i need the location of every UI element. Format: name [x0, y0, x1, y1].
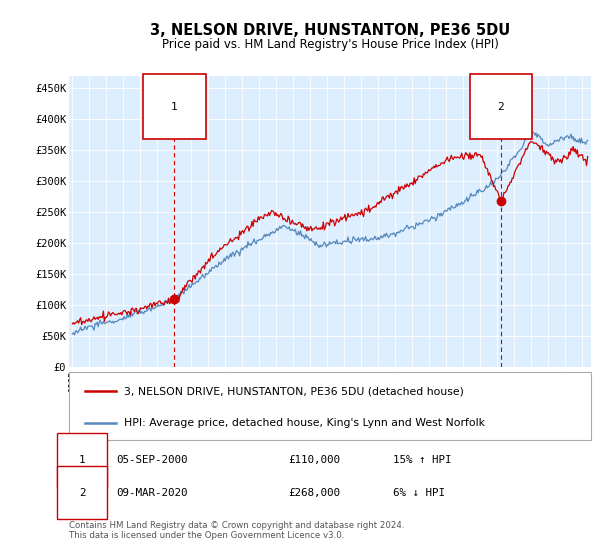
Text: 05-SEP-2000: 05-SEP-2000	[116, 455, 187, 465]
Text: 6% ↓ HPI: 6% ↓ HPI	[392, 488, 445, 498]
Text: 1: 1	[171, 101, 178, 111]
Text: 1: 1	[79, 455, 85, 465]
Text: Price paid vs. HM Land Registry's House Price Index (HPI): Price paid vs. HM Land Registry's House …	[161, 38, 499, 52]
Text: 09-MAR-2020: 09-MAR-2020	[116, 488, 187, 498]
Text: 3, NELSON DRIVE, HUNSTANTON, PE36 5DU: 3, NELSON DRIVE, HUNSTANTON, PE36 5DU	[150, 24, 510, 38]
Text: £268,000: £268,000	[288, 488, 340, 498]
Text: 3, NELSON DRIVE, HUNSTANTON, PE36 5DU (detached house): 3, NELSON DRIVE, HUNSTANTON, PE36 5DU (d…	[124, 386, 464, 396]
Text: £110,000: £110,000	[288, 455, 340, 465]
Text: Contains HM Land Registry data © Crown copyright and database right 2024.
This d: Contains HM Land Registry data © Crown c…	[69, 521, 404, 540]
Text: 2: 2	[79, 488, 85, 498]
FancyBboxPatch shape	[69, 372, 591, 440]
Text: HPI: Average price, detached house, King's Lynn and West Norfolk: HPI: Average price, detached house, King…	[124, 418, 485, 428]
Text: 2: 2	[497, 101, 504, 111]
Text: 15% ↑ HPI: 15% ↑ HPI	[392, 455, 451, 465]
